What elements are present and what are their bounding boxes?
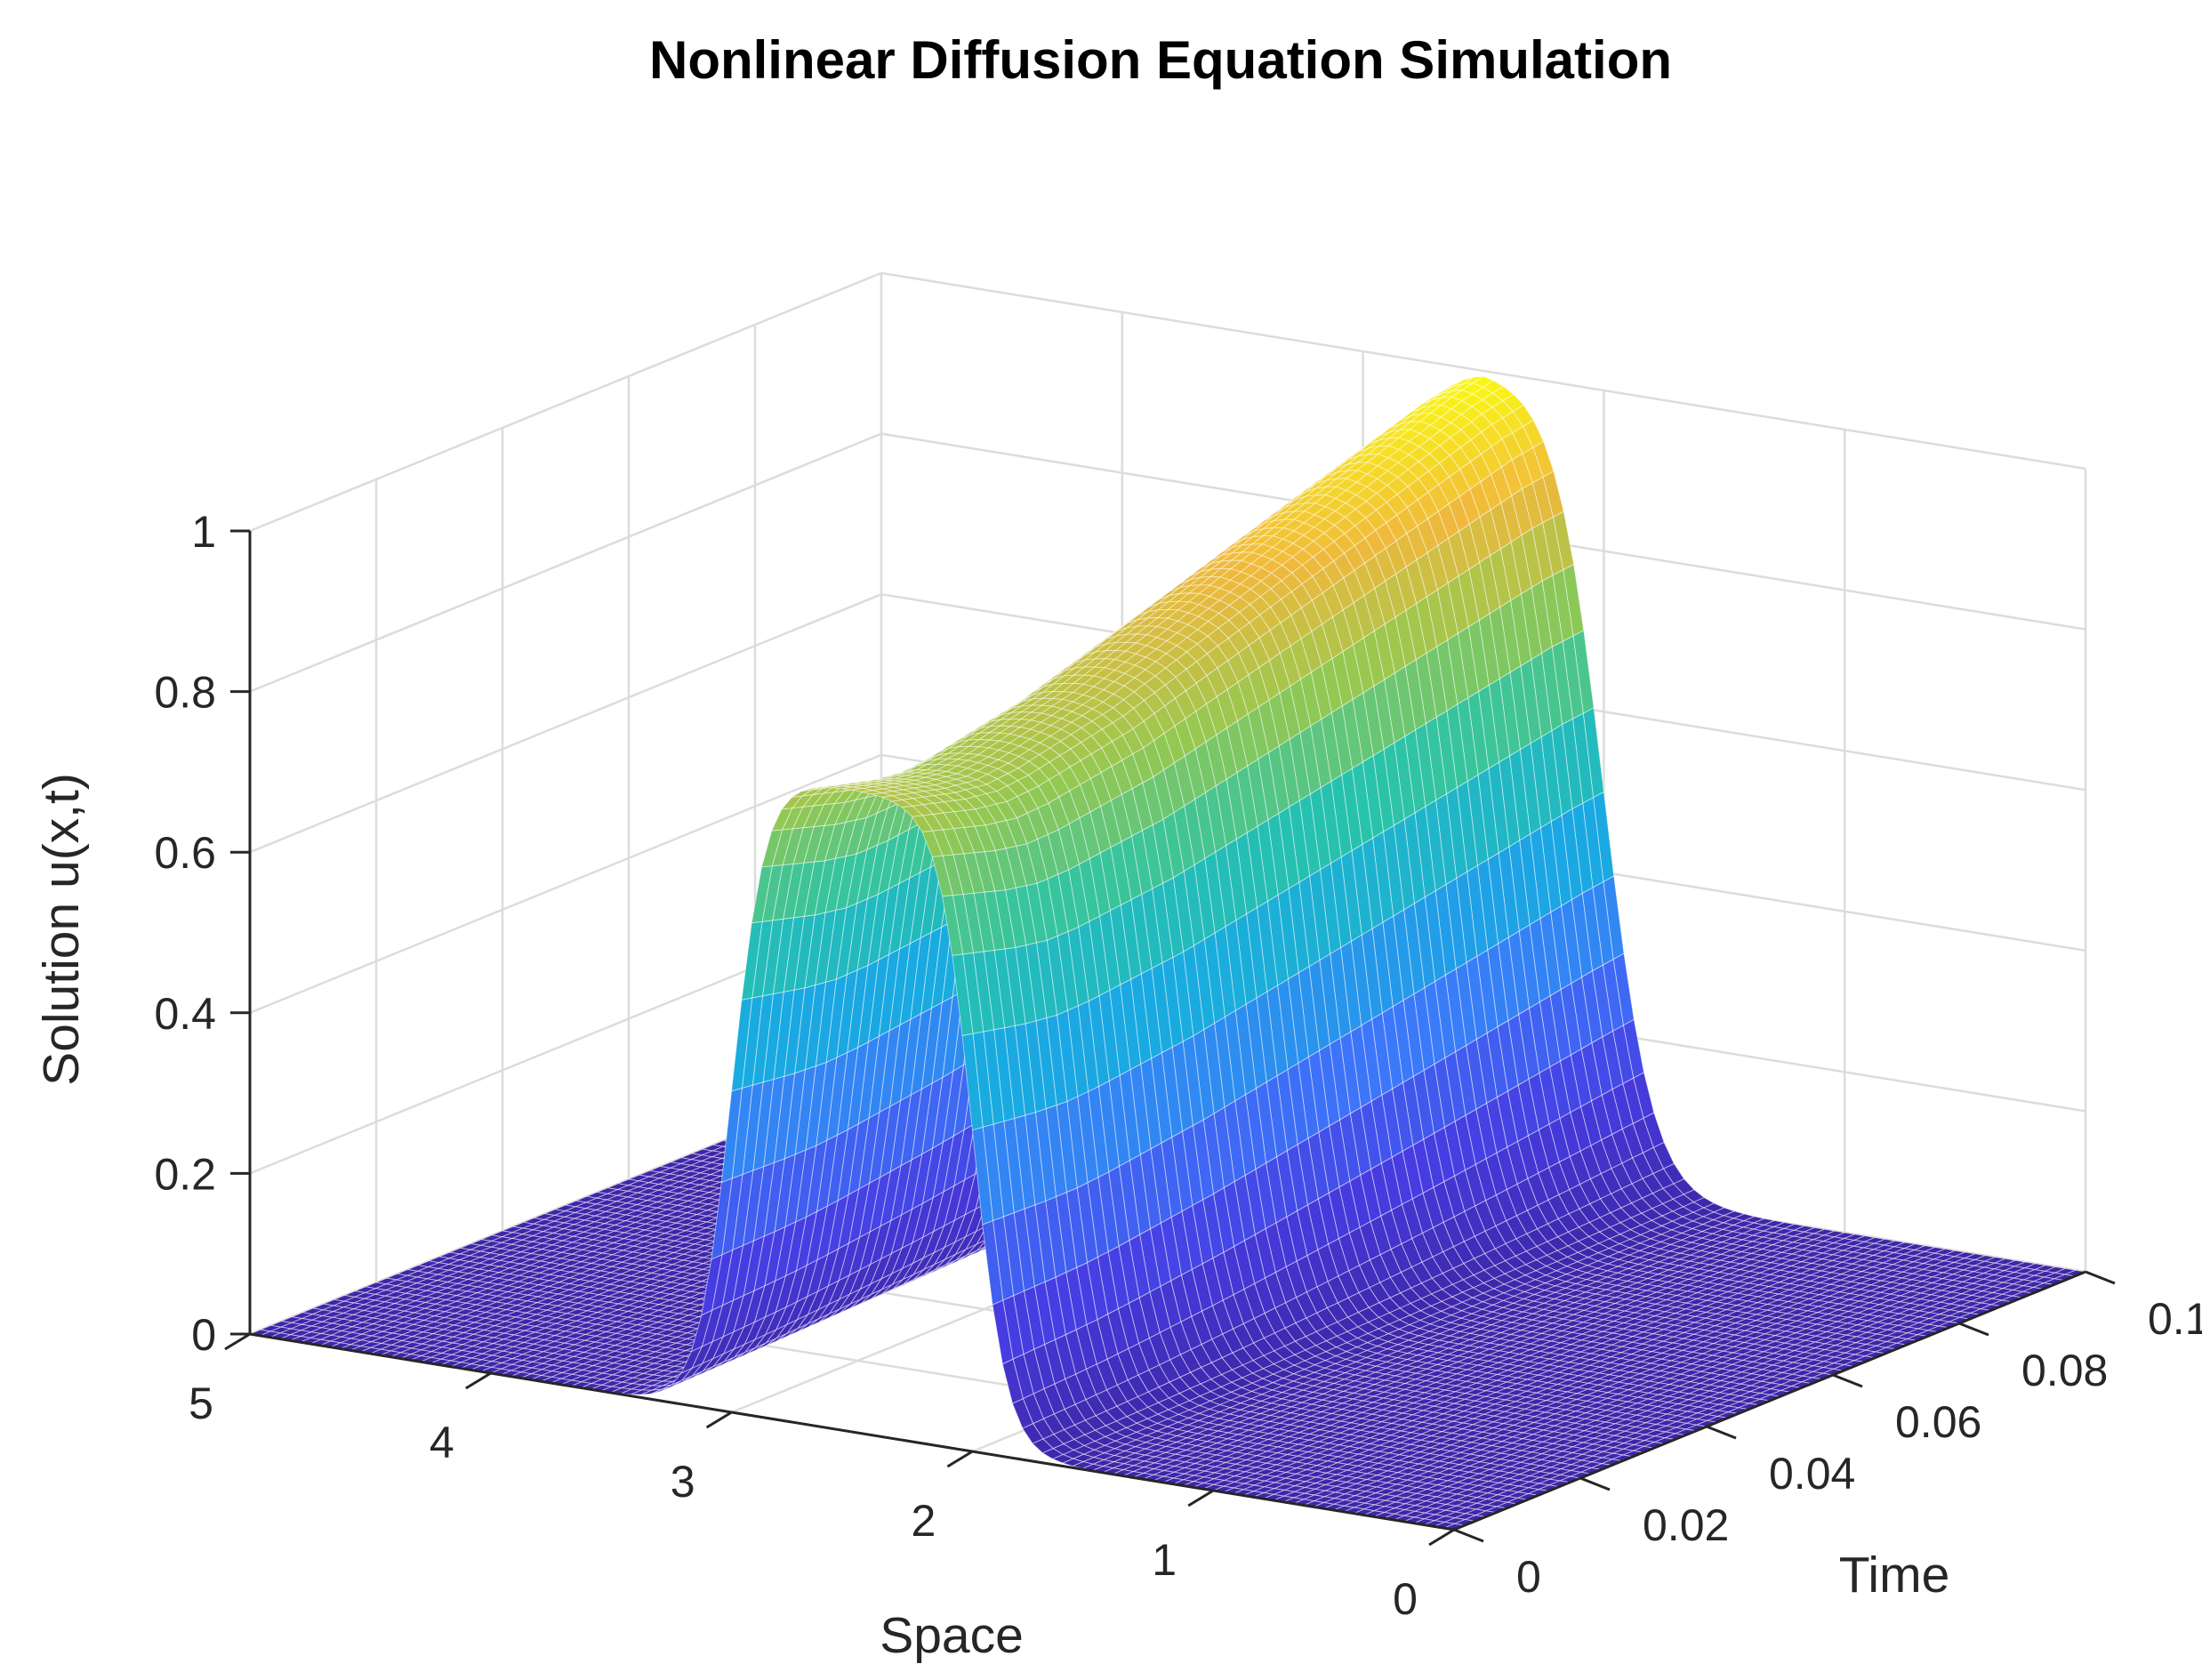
grid-line bbox=[249, 753, 882, 1014]
grid-line bbox=[249, 271, 882, 533]
surface-plot bbox=[248, 375, 2087, 1531]
chart-title: Nonlinear Diffusion Equation Simulation bbox=[649, 30, 1672, 90]
grid-line bbox=[880, 271, 2086, 470]
grid-line bbox=[249, 593, 882, 854]
grid-line bbox=[249, 432, 882, 693]
